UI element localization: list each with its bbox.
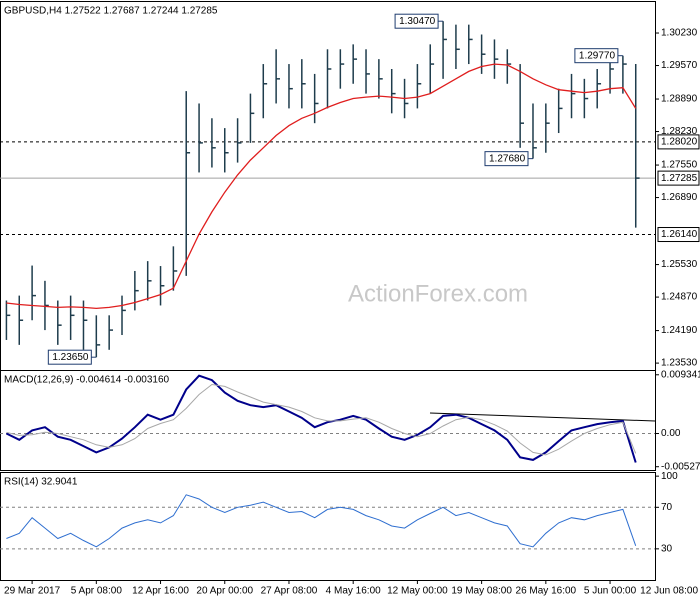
y-tick-label: 0.009341	[661, 369, 700, 380]
panel-frame	[0, 370, 656, 471]
y-tick-label: 1.27550	[661, 160, 698, 171]
x-tick-label: 19 May 08:00	[451, 586, 512, 597]
series-line	[6, 494, 637, 548]
x-tick-label: 26 May 16:00	[516, 586, 577, 597]
level-label-box	[657, 227, 700, 243]
y-tick-label: 1.30230	[661, 28, 698, 39]
x-tick-label: 4 May 16:00	[326, 586, 381, 597]
y-tick-label: 1.23530	[661, 358, 698, 369]
y-tick-label: 1.24190	[661, 325, 698, 336]
series-line	[5, 374, 637, 463]
y-tick-label: 30	[661, 543, 673, 554]
x-tick-label: 29 Mar 2017	[4, 586, 61, 597]
x-tick-label: 27 Apr 08:00	[261, 586, 318, 597]
x-tick-label: 5 Apr 08:00	[71, 586, 123, 597]
panel-title: RSI(14) 32.9041	[4, 477, 78, 488]
x-tick-label: 12 Apr 16:00	[132, 586, 189, 597]
level-label: 1.26140	[661, 229, 698, 240]
y-tick-label: 1.28230	[661, 126, 698, 137]
x-tick-label: 5 Jun 00:00	[584, 586, 637, 597]
watermark: ActionForex.com	[348, 280, 528, 307]
last-price-box	[657, 170, 700, 186]
y-tick-label: -0.005278	[661, 461, 700, 472]
level-label-box	[657, 134, 700, 150]
y-tick-label: 70	[661, 502, 673, 513]
panel-title: GBPUSD,H4 1.27522 1.27687 1.27244 1.2728…	[4, 6, 218, 17]
y-tick-label: 1.26890	[661, 192, 698, 203]
x-tick-label: 20 Apr 00:00	[196, 586, 253, 597]
macd-trendline	[429, 412, 656, 422]
panel-frame	[0, 472, 656, 581]
y-tick-label: 1.25530	[661, 259, 698, 270]
annotation-label: 1.29770	[579, 50, 616, 61]
y-tick-label: 100	[661, 471, 678, 482]
x-tick-label: 12 Jun 08:00	[640, 586, 698, 597]
annotation-label: 1.27680	[489, 153, 526, 164]
annotation-label: 1.23650	[52, 352, 89, 363]
y-tick-label: 1.24870	[661, 292, 698, 303]
level-label: 1.28020	[661, 137, 698, 148]
panel-title: MACD(12,26,9) -0.004614 -0.003160	[4, 375, 170, 386]
moving-average	[6, 63, 637, 310]
series-line	[6, 383, 637, 456]
y-tick-label: 1.29570	[661, 60, 698, 71]
x-tick-label: 12 May 00:00	[387, 586, 448, 597]
y-tick-label: 1.28890	[661, 94, 698, 105]
annotation-label: 1.30470	[399, 16, 436, 27]
last-price-label: 1.27285	[661, 173, 698, 184]
y-tick-label: 0.00	[661, 428, 681, 439]
